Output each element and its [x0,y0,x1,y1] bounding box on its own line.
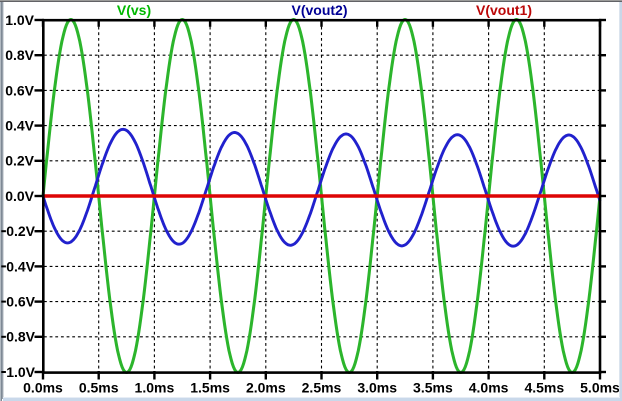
svg-text:1.0V: 1.0V [6,364,35,380]
svg-text:5.0ms: 5.0ms [580,380,620,396]
svg-text:3.0ms: 3.0ms [357,380,397,396]
svg-text:1.5ms: 1.5ms [190,380,230,396]
svg-text:V(vout1): V(vout1) [476,2,532,18]
svg-text:0.0ms: 0.0ms [23,380,63,396]
svg-text:0.2V: 0.2V [5,153,34,169]
svg-text:V(vout2): V(vout2) [292,2,348,18]
svg-text:V(vs): V(vs) [117,2,151,18]
svg-text:0.6V: 0.6V [6,294,35,310]
svg-text:0.2V: 0.2V [6,223,35,239]
svg-text:2.0ms: 2.0ms [246,380,286,396]
svg-text:0.0V: 0.0V [5,188,34,204]
svg-text:1.0V: 1.0V [5,12,34,28]
svg-text:0.5ms: 0.5ms [79,380,119,396]
svg-text:4.5ms: 4.5ms [524,380,564,396]
svg-text:2.5ms: 2.5ms [302,380,342,396]
svg-text:0.8V: 0.8V [5,47,34,63]
svg-text:0.8V: 0.8V [6,329,35,345]
svg-text:3.5ms: 3.5ms [413,380,453,396]
svg-text:0.4V: 0.4V [6,258,35,274]
svg-text:0.4V: 0.4V [5,118,34,134]
svg-text:4.0ms: 4.0ms [469,380,509,396]
svg-text:0.6V: 0.6V [5,82,34,98]
svg-text:1.0ms: 1.0ms [135,380,175,396]
